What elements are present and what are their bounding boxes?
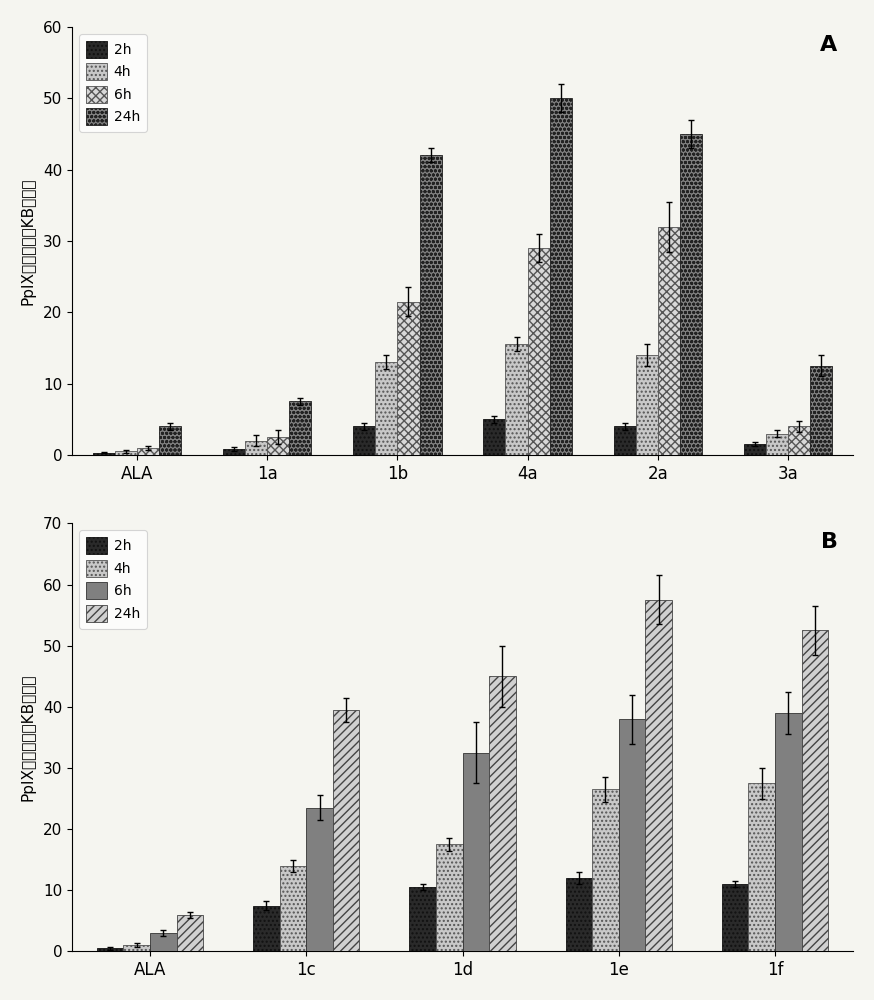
Bar: [420, 155, 441, 455]
Legend: 2h, 4h, 6h, 24h: 2h, 4h, 6h, 24h: [79, 34, 147, 132]
Bar: [810, 366, 832, 455]
Bar: [159, 426, 181, 455]
Y-axis label: PpIX荧光强度（KB细胞）: PpIX荧光强度（KB细胞）: [21, 177, 36, 305]
Bar: [635, 355, 658, 455]
Bar: [722, 884, 748, 951]
Bar: [333, 710, 359, 951]
Bar: [593, 789, 619, 951]
Bar: [353, 426, 375, 455]
Bar: [267, 437, 289, 455]
Bar: [97, 948, 123, 951]
Bar: [123, 945, 150, 951]
Bar: [114, 451, 137, 455]
Bar: [766, 434, 788, 455]
Bar: [150, 933, 177, 951]
Bar: [253, 906, 280, 951]
Bar: [505, 344, 528, 455]
Bar: [245, 441, 267, 455]
Bar: [565, 878, 593, 951]
Legend: 2h, 4h, 6h, 24h: 2h, 4h, 6h, 24h: [79, 530, 147, 629]
Bar: [409, 887, 436, 951]
Bar: [462, 753, 489, 951]
Bar: [483, 419, 505, 455]
Bar: [748, 783, 775, 951]
Bar: [788, 426, 810, 455]
Y-axis label: PpIX荧光强度（KB细胞）: PpIX荧光强度（KB细胞）: [21, 674, 36, 801]
Bar: [93, 453, 114, 455]
Bar: [744, 444, 766, 455]
Bar: [137, 448, 159, 455]
Text: B: B: [821, 532, 837, 552]
Bar: [489, 676, 516, 951]
Bar: [550, 98, 572, 455]
Bar: [223, 449, 245, 455]
Bar: [775, 713, 801, 951]
Bar: [680, 134, 702, 455]
Bar: [619, 719, 645, 951]
Bar: [177, 915, 203, 951]
Bar: [398, 302, 420, 455]
Bar: [645, 600, 672, 951]
Bar: [280, 866, 306, 951]
Bar: [289, 401, 311, 455]
Bar: [375, 362, 398, 455]
Text: A: A: [821, 35, 837, 55]
Bar: [436, 844, 462, 951]
Bar: [658, 227, 680, 455]
Bar: [528, 248, 550, 455]
Bar: [614, 426, 635, 455]
Bar: [306, 808, 333, 951]
Bar: [801, 630, 829, 951]
